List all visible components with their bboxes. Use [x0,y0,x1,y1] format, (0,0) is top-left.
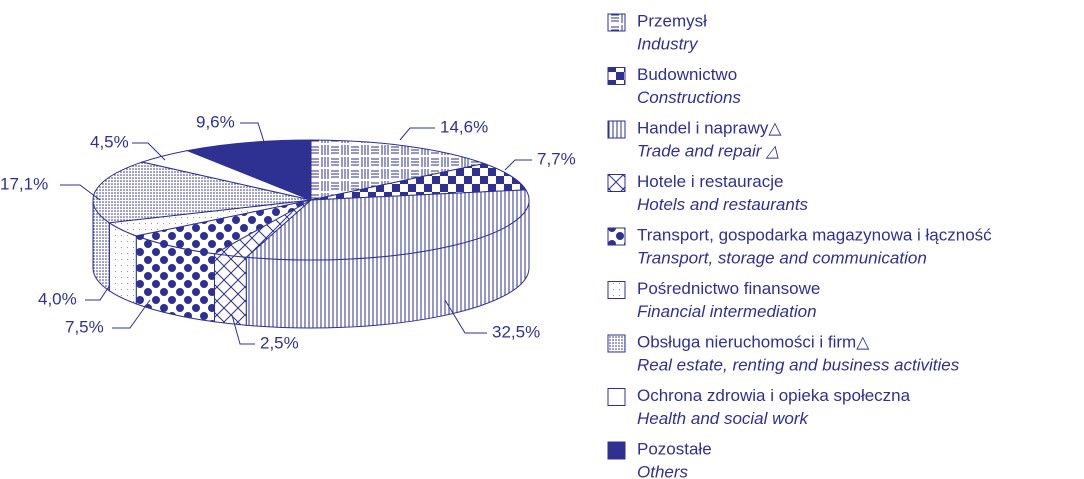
pie-side [108,221,137,305]
leader-line [504,159,532,171]
legend-label: Pośrednictwo finansowe [637,279,820,298]
leader-line [231,314,255,345]
data-label: 2,5% [260,333,299,352]
legend-label-en: Real estate, renting and business activi… [637,355,960,374]
pie-slice [310,139,486,201]
legend-swatch [607,441,626,460]
data-label: 9,6% [196,112,235,131]
leader-line [60,184,101,201]
data-label: 14,6% [440,117,488,136]
data-label: 17,1% [0,174,48,193]
legend-swatch [607,227,626,246]
legend-label: Obsługa nieruchomości i firm△ [637,332,870,351]
leader-line [399,127,435,141]
legend-swatch [607,388,626,406]
legend-label: Pozostałe [637,439,712,458]
legend-label-en: Trade and repair △ [637,141,779,160]
legend-swatch [607,13,626,32]
pie-side [213,253,247,326]
legend-label-en: Health and social work [637,409,810,428]
leader-line [444,299,487,334]
pie-slice [245,189,530,261]
data-label: 4,0% [38,289,77,308]
leader-line [240,122,266,146]
leader-line [112,299,151,329]
pie-slice [310,163,527,201]
leader-line [85,284,111,301]
legend-label: Budownictwo [637,65,737,84]
legend-swatch [607,174,626,192]
legend-label: Hotele i restauracje [637,172,783,191]
legend-label-en: Others [637,462,689,479]
pie-slice [134,199,312,255]
legend-label-en: Hotels and restaurants [637,195,809,214]
legend-label-en: Financial intermediation [637,302,817,321]
legend-swatch [607,120,626,139]
data-label: 7,5% [65,317,104,336]
data-label: 32,5% [492,322,540,341]
legend-label-en: Transport, storage and communication [637,248,927,267]
legend-swatch [607,281,626,299]
legend-label: Przemysł [637,11,707,30]
legend-label-en: Industry [637,34,699,53]
pie-slice [92,161,312,224]
legend-label: Transport, gospodarka magazynowa i łączn… [637,225,992,244]
legend-label-en: Constructions [637,88,741,107]
legend-label: Handel i naprawy△ [637,118,782,137]
pie-slice [185,139,312,201]
data-label: 4,5% [90,132,129,151]
legend-label: Ochrona zdrowia i opieka społeczna [637,386,911,405]
leader-line [132,142,166,161]
data-label: 7,7% [537,149,576,168]
legend-swatch [607,67,626,85]
legend-swatch [607,334,626,353]
